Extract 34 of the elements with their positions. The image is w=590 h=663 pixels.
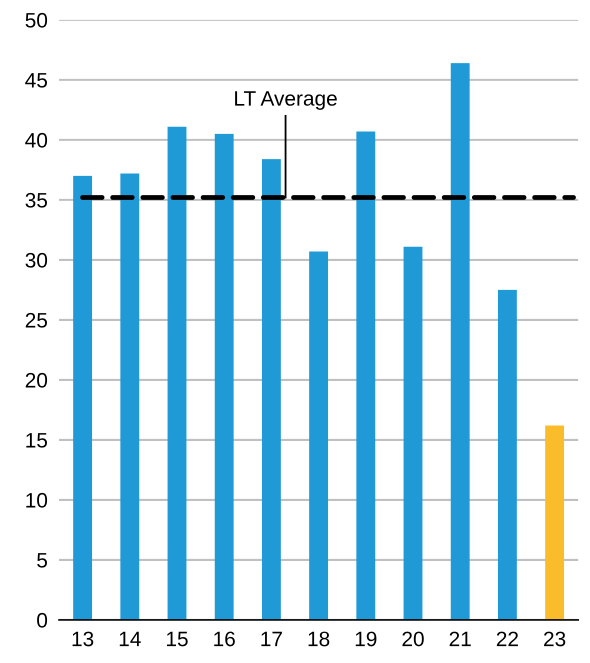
x-tick-label: 16 <box>214 632 235 646</box>
x-tick-label: 17 <box>261 632 282 646</box>
y-tick-label: 45 <box>25 73 48 88</box>
y-tick-label: 25 <box>26 312 48 328</box>
x-tick-label: 18 <box>308 632 330 646</box>
y-tick-label: 40 <box>25 132 48 148</box>
y-tick-label: 30 <box>26 252 48 268</box>
x-tick-label: 22 <box>496 632 518 646</box>
y-tick-label: 50 <box>26 12 48 28</box>
bar <box>498 290 517 620</box>
x-tick-label: 23 <box>544 632 566 646</box>
bar <box>262 159 281 620</box>
y-tick-label: 20 <box>26 372 48 388</box>
y-tick-label: 15 <box>26 433 48 448</box>
x-tick-label: 21 <box>450 632 471 646</box>
x-tick-label: 20 <box>402 632 424 646</box>
bar <box>214 134 234 620</box>
x-tick-label: 13 <box>72 632 94 646</box>
bar <box>309 251 328 620</box>
y-tick-label: 35 <box>26 192 48 208</box>
bar <box>356 131 376 620</box>
bar <box>404 246 422 620</box>
bar <box>450 63 470 620</box>
bar <box>120 173 140 620</box>
bar <box>545 426 564 620</box>
y-tick-label: 10 <box>26 492 48 508</box>
y-tick-label: 0 <box>37 612 48 628</box>
x-tick-label: 15 <box>167 632 188 646</box>
bar <box>168 126 186 620</box>
x-tick-label: 14 <box>120 632 141 646</box>
y-tick-label: 5 <box>37 553 48 568</box>
x-tick-label: 19 <box>356 632 376 646</box>
bar <box>73 176 92 620</box>
ref-line-label: LT Average <box>235 91 337 110</box>
